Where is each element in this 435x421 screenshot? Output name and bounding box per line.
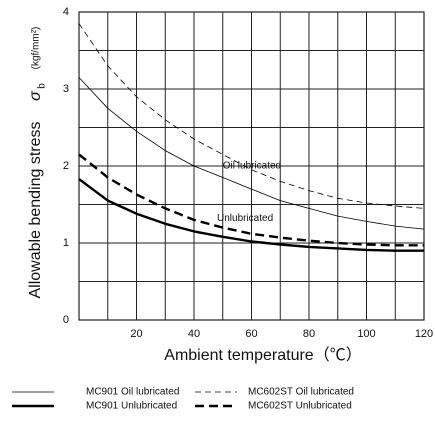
annotation: Oil lubricated — [223, 161, 281, 172]
legend-label: MC602ST Unlubricated — [248, 401, 352, 412]
x-tick-label: 40 — [188, 328, 200, 340]
legend-label: MC602ST Oil lubricated — [248, 387, 354, 398]
legend-label: MC901 Oil lubricated — [86, 387, 179, 398]
y-axis-symbol-sub: b — [37, 83, 48, 89]
plot-frame — [78, 11, 425, 321]
y-axis-symbol: σ — [27, 90, 44, 101]
y-axis-unit: (kgf/mm²) — [31, 27, 42, 70]
x-axis-label: Ambient temperature（℃） — [164, 346, 361, 364]
y-tick-label: 4 — [63, 6, 69, 18]
y-axis-label: Allowable bending stress — [27, 122, 44, 299]
annotation: Unlubricated — [217, 213, 273, 224]
y-tick-label: 3 — [63, 83, 69, 95]
series-line — [78, 153, 424, 247]
x-tick-label: 20 — [130, 328, 142, 340]
y-tick-label: 0 — [63, 314, 69, 326]
series-line — [78, 178, 424, 252]
x-tick-label: 100 — [357, 328, 375, 340]
x-tick-label: 60 — [245, 328, 257, 340]
y-tick-label: 1 — [63, 237, 69, 249]
series-line — [78, 77, 425, 230]
x-tick-label: 80 — [303, 328, 315, 340]
x-tick-label: 120 — [415, 328, 433, 340]
series-line — [78, 23, 425, 209]
y-tick-label: 2 — [63, 160, 69, 172]
legend-label: MC901 Unlubricated — [86, 401, 177, 412]
